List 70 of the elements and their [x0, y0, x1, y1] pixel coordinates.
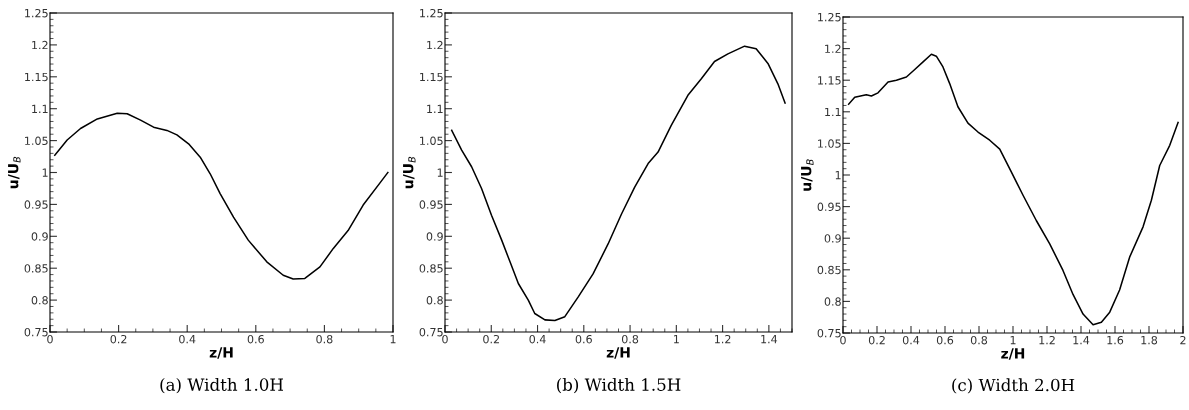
y-axis-title: u/U$_{B}$: [801, 159, 814, 191]
y-tick-label: 1: [42, 168, 48, 177]
x-tick-label: 0: [47, 334, 53, 344]
x-tick-label: 1: [1010, 336, 1016, 345]
y-tick-label: 1.05: [420, 136, 443, 145]
y-tick-label: 1.1: [32, 104, 48, 113]
y-tick-label: 0.9: [31, 232, 48, 241]
y-tick-label: 1.2: [427, 40, 443, 50]
text: (c) Width 2.0H: [952, 378, 1075, 394]
line-series: [847, 53, 1179, 326]
x-tick-label: 0.2: [483, 334, 499, 344]
y-tick-label: 1.15: [420, 72, 443, 82]
y-tick-label: 0.75: [419, 327, 443, 337]
y-axis-title: u/U$_{B}$: [8, 156, 21, 189]
y-tick-label: 1.25: [420, 8, 443, 18]
y-tick-label: 1.2: [32, 40, 48, 50]
x-tick-label: 0: [840, 335, 846, 345]
y-tick-label: 0.9: [824, 234, 841, 243]
y-tick-label: 1.15: [818, 76, 841, 85]
x-tick-label: 1: [390, 335, 396, 344]
y-tick-label: 0.8: [824, 297, 841, 306]
x-tick-label: 0.8: [621, 334, 639, 344]
y-tick-label: 0.8: [31, 296, 48, 305]
x-tick-label: 0.2: [868, 335, 885, 345]
text: (a) Width 1.0H: [160, 377, 283, 394]
x-tick-label: 0.4: [902, 335, 920, 345]
x-tick-label: 0.4: [179, 334, 196, 344]
x-tick-label: 0.8: [316, 334, 333, 344]
x-tick-label: 0.2: [110, 334, 127, 344]
x-tick-label: 1.2: [714, 334, 731, 344]
x-tick-label: 1.8: [1141, 335, 1158, 345]
y-tick-label: 0.85: [24, 264, 48, 273]
x-tick-label: 1.4: [761, 335, 778, 344]
y-axis-title: u/U$_{B}$: [403, 156, 416, 189]
y-tick-label: 1.05: [25, 136, 48, 145]
y-tick-label: 0.85: [817, 265, 841, 275]
x-tick-label: 1.2: [1039, 335, 1055, 345]
y-tick-label: 1.2: [825, 44, 841, 53]
x-tick-label: 0.8: [970, 335, 988, 345]
text: (b) Width 1.5H: [557, 377, 681, 394]
y-tick-label: 0.95: [419, 200, 443, 209]
y-tick-label: 0.95: [817, 202, 841, 211]
x-axis-title: z/H: [1001, 348, 1025, 360]
y-tick-label: 1.25: [818, 12, 841, 22]
x-tick-label: 1.4: [1073, 336, 1090, 345]
y-tick-label: 1: [437, 168, 443, 177]
x-axis-title: z/H: [606, 347, 630, 359]
x-axis-title: z/H: [209, 347, 233, 359]
x-tick-label: 2: [1180, 335, 1186, 345]
y-tick-label: 0.85: [419, 264, 443, 273]
x-tick-label: 0.4: [529, 334, 546, 344]
y-tick-label: 0.75: [24, 327, 48, 337]
x-tick-label: 0: [442, 334, 448, 344]
x-tick-label: 1.6: [1107, 335, 1124, 345]
y-tick-label: 1.05: [818, 139, 841, 148]
y-tick-label: 0.8: [426, 296, 443, 305]
x-tick-label: 0.6: [575, 334, 592, 344]
line-series: [54, 112, 389, 280]
x-tick-label: 0.6: [936, 335, 954, 345]
y-tick-label: 0.95: [24, 200, 48, 209]
y-tick-label: 1.1: [427, 104, 443, 113]
y-tick-label: 0.9: [426, 232, 443, 241]
line-series: [450, 45, 786, 322]
y-tick-label: 0.75: [817, 328, 841, 338]
y-tick-label: 1.25: [25, 8, 48, 18]
y-tick-label: 1.15: [25, 72, 48, 82]
y-tick-label: 1: [835, 171, 841, 180]
x-tick-label: 1: [674, 335, 679, 344]
x-tick-label: 0.6: [247, 334, 264, 344]
y-tick-label: 1.1: [825, 107, 841, 117]
